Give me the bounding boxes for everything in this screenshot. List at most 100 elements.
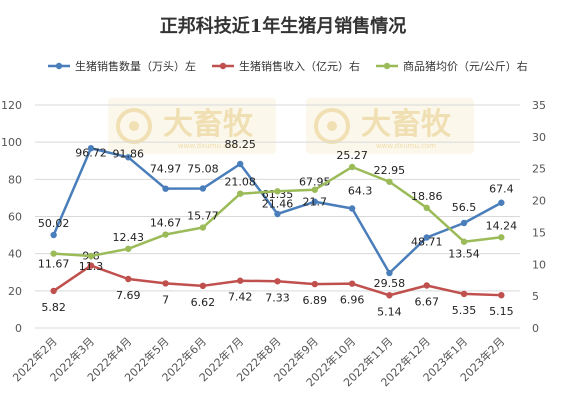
data-label: 5.15 — [489, 305, 514, 318]
watermark-dot-icon — [129, 121, 139, 131]
data-point — [199, 282, 207, 290]
legend: 生猪销售数量（万头）左 生猪销售收入（亿元）右 商品猪均价（元/公斤）右 — [48, 59, 528, 73]
data-label: 6.67 — [414, 296, 439, 309]
data-label: 67.4 — [489, 183, 514, 196]
legend-swatch-marker — [219, 62, 227, 70]
left-tick-label: 40 — [8, 248, 22, 261]
data-point — [236, 190, 244, 197]
watermark-subtext: www.dxumu.com — [178, 142, 238, 150]
data-point — [423, 282, 430, 289]
data-point — [162, 185, 169, 192]
left-axis-ticks: 0 20 40 60 80 100 120 — [1, 99, 22, 335]
data-point — [460, 238, 468, 245]
data-label: 22.95 — [374, 164, 406, 177]
right-tick-label: 10 — [532, 258, 546, 271]
legend-entry: 商品猪均价（元/公斤）右 — [403, 59, 528, 73]
data-label: 88.25 — [224, 138, 256, 151]
watermark-bg — [108, 98, 276, 154]
data-point — [386, 178, 393, 185]
right-tick-label: 30 — [532, 131, 546, 144]
data-point — [311, 186, 319, 193]
data-label: 74.97 — [150, 163, 182, 176]
left-tick-label: 0 — [15, 322, 22, 335]
right-axis-ticks: 0 5 10 15 20 25 30 35 — [532, 99, 546, 335]
data-point — [274, 210, 281, 218]
data-point — [125, 275, 132, 283]
legend-swatch-marker — [55, 62, 63, 70]
data-point — [498, 199, 505, 206]
data-point — [423, 204, 430, 212]
data-point — [348, 280, 356, 287]
watermark-text: 大畜牧 — [163, 107, 254, 142]
data-point — [460, 290, 468, 298]
data-point — [199, 185, 207, 192]
data-point — [50, 231, 57, 239]
watermark-text: 大畜牧 — [361, 107, 452, 142]
legend-swatch-marker — [383, 62, 391, 70]
data-point — [498, 291, 505, 299]
data-label: 14.67 — [150, 217, 182, 230]
data-label: 91.86 — [113, 147, 145, 160]
left-tick-label: 60 — [8, 211, 22, 224]
data-point — [50, 287, 57, 295]
data-label: 7.69 — [116, 289, 141, 302]
chart-title: 正邦科技近1年生猪月销售情况 — [160, 15, 407, 37]
data-point — [348, 163, 356, 171]
left-tick-label: 120 — [1, 99, 22, 112]
data-point — [87, 262, 95, 269]
data-point — [348, 205, 356, 212]
data-label: 21.08 — [224, 176, 256, 189]
watermark-subtext: www.dxumu.com — [376, 142, 436, 150]
data-label: 11.3 — [79, 260, 104, 273]
right-tick-label: 20 — [532, 195, 546, 208]
data-point — [50, 250, 57, 257]
data-label: 5.35 — [452, 304, 477, 317]
series-3: 11.67 11.3 12.43 14.67 15.77 21.08 21.46 21.7 25… — [38, 149, 517, 273]
legend-entry: 生猪销售收入（亿元）右 — [239, 59, 360, 73]
data-label: 7 — [162, 293, 169, 306]
series-2: 5.829.87.6976.627.427.336.896.965.146.67… — [41, 250, 513, 319]
data-label: 5.14 — [377, 305, 402, 318]
data-point — [311, 280, 319, 288]
data-point — [498, 234, 505, 241]
right-tick-label: 0 — [532, 322, 539, 335]
watermark-bg — [306, 98, 474, 154]
legend-entry: 生猪销售数量（万头）左 — [75, 59, 196, 73]
data-label: 12.43 — [113, 231, 145, 244]
data-point — [274, 188, 281, 195]
data-label: 96.72 — [75, 146, 107, 159]
data-label: 15.77 — [187, 210, 219, 223]
gridlines — [35, 104, 520, 329]
right-tick-label: 25 — [532, 163, 546, 176]
data-point — [423, 234, 430, 241]
right-tick-label: 15 — [532, 226, 546, 239]
data-point — [87, 252, 95, 260]
data-label: 50.02 — [38, 217, 70, 230]
data-point — [125, 245, 132, 253]
data-label: 7.33 — [265, 291, 290, 304]
data-point — [236, 160, 244, 168]
data-label: 5.82 — [41, 301, 66, 314]
x-axis-ticks: 2022年2月2022年3月2022年4月2022年5月2022年6月2022年… — [10, 334, 508, 389]
watermark-dot-icon — [327, 121, 337, 131]
data-label: 21.7 — [303, 196, 328, 209]
data-point — [311, 198, 319, 205]
data-label: 7.42 — [228, 291, 253, 304]
left-tick-label: 100 — [1, 136, 22, 149]
data-label: 6.62 — [191, 296, 216, 309]
data-label: 75.08 — [187, 162, 219, 175]
data-point — [162, 231, 169, 238]
right-tick-label: 35 — [532, 99, 546, 112]
data-label: 6.89 — [303, 294, 328, 307]
data-label: 25.27 — [336, 149, 368, 162]
data-label: 11.67 — [38, 258, 70, 271]
data-label: 6.96 — [340, 294, 365, 307]
data-label: 64.3 — [348, 185, 373, 198]
data-point — [87, 145, 95, 152]
data-point — [125, 154, 132, 161]
